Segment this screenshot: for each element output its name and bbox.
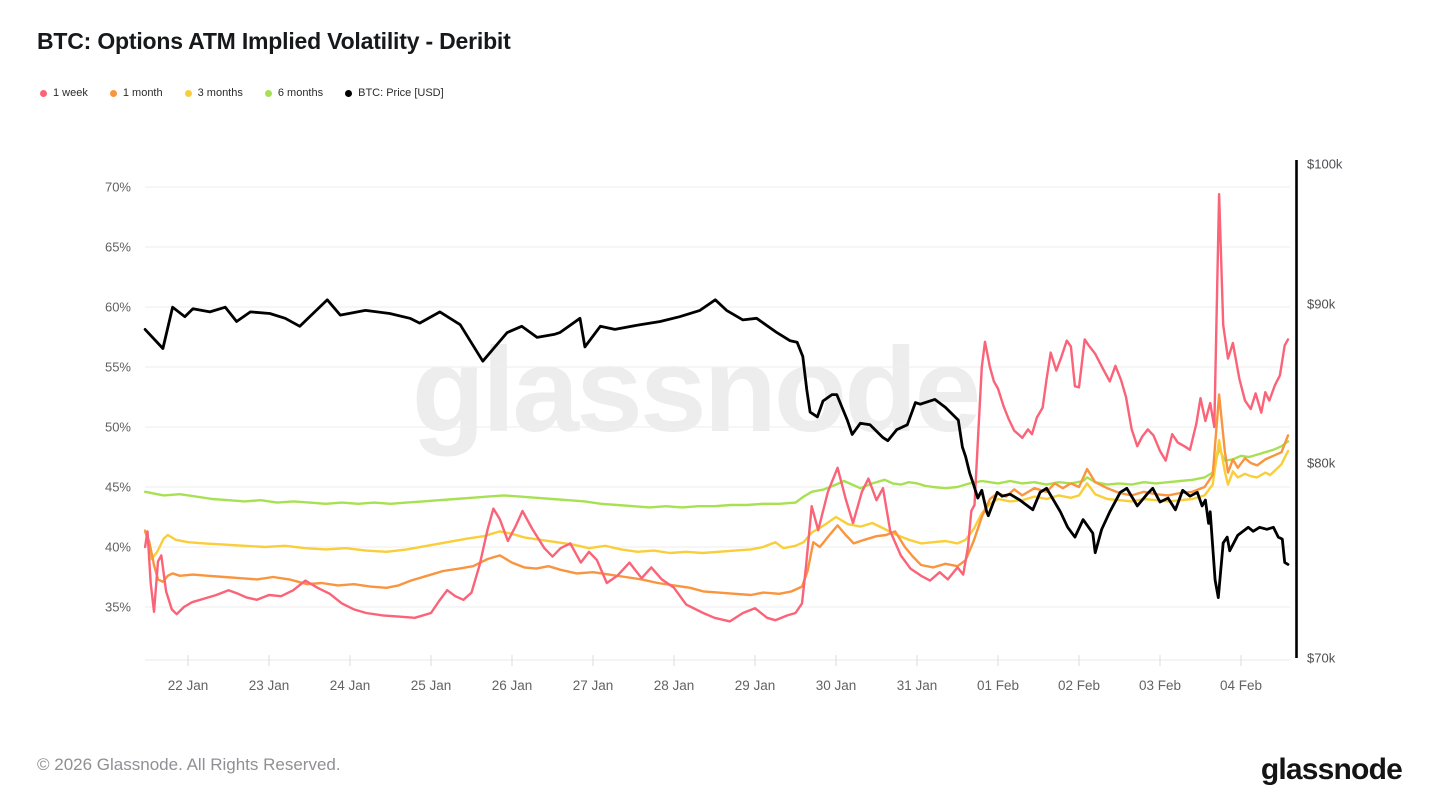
x-axis-label: 31 Jan	[897, 678, 938, 693]
x-axis-label: 29 Jan	[735, 678, 776, 693]
x-axis-label: 22 Jan	[168, 678, 209, 693]
legend-item-btc-price-usd-[interactable]: BTC: Price [USD]	[345, 87, 444, 99]
legend-item-label: 3 months	[197, 87, 243, 99]
legend-item-1-week[interactable]: 1 week	[40, 87, 88, 99]
legend-dot-icon	[345, 89, 353, 97]
x-axis-label: 27 Jan	[573, 678, 614, 693]
series-line-1-week[interactable]	[143, 192, 1290, 623]
x-axis-label: 03 Feb	[1139, 678, 1181, 693]
legend-item-label: 1 month	[122, 87, 163, 99]
left-axis-label: 55%	[105, 360, 131, 375]
legend-item-1-month[interactable]: 1 month	[109, 87, 163, 99]
right-axis-label: $80k	[1307, 456, 1336, 471]
x-axis-label: 04 Feb	[1220, 678, 1262, 693]
x-axis-label: 26 Jan	[492, 678, 533, 693]
legend-dot-icon	[184, 89, 192, 97]
glassnode-watermark: glassnode	[411, 323, 982, 457]
right-axis-label: $100k	[1307, 157, 1343, 172]
chart-legend: 1 week 1 month 3 months 6 months BTC: Price …	[40, 87, 444, 99]
series-line-3-months[interactable]	[143, 439, 1290, 561]
legend-dot-icon	[264, 89, 272, 97]
left-axis-label: 50%	[105, 420, 131, 435]
legend-dot-icon	[109, 89, 117, 97]
legend-dot-icon	[40, 89, 47, 97]
x-axis-label: 24 Jan	[330, 678, 371, 693]
glassnode-logo: glassnode	[1260, 753, 1403, 786]
x-axis-label: 02 Feb	[1058, 678, 1100, 693]
series-line-6-months[interactable]	[143, 440, 1290, 509]
page-title: BTC: Options ATM Implied Volatility - De…	[37, 28, 511, 54]
left-axis-label: 35%	[105, 600, 131, 615]
legend-item-3-months[interactable]: 3 months	[184, 87, 243, 99]
legend-item-label: 1 week	[53, 87, 88, 99]
left-axis-label: 60%	[105, 300, 131, 315]
copyright-text: © 2026 Glassnode. All Rights Reserved.	[37, 755, 341, 774]
x-axis-label: 25 Jan	[411, 678, 452, 693]
series-line-1-month[interactable]	[143, 393, 1290, 597]
left-axis-label: 45%	[105, 480, 131, 495]
left-axis-label: 65%	[105, 240, 131, 255]
right-axis-label: $90k	[1307, 297, 1336, 312]
left-axis-label: 40%	[105, 540, 131, 555]
legend-item-label: 6 months	[277, 87, 324, 99]
right-axis-label: $70k	[1307, 651, 1336, 666]
x-axis-label: 23 Jan	[249, 678, 290, 693]
legend-item-6-months[interactable]: 6 months	[264, 87, 324, 99]
series-line-btc-price-usd-[interactable]	[143, 298, 1290, 599]
legend-item-label: BTC: Price [USD]	[358, 87, 444, 99]
x-axis-label: 01 Feb	[977, 678, 1019, 693]
left-axis-label: 70%	[105, 180, 131, 195]
x-axis-label: 30 Jan	[816, 678, 857, 693]
x-axis-label: 28 Jan	[654, 678, 695, 693]
